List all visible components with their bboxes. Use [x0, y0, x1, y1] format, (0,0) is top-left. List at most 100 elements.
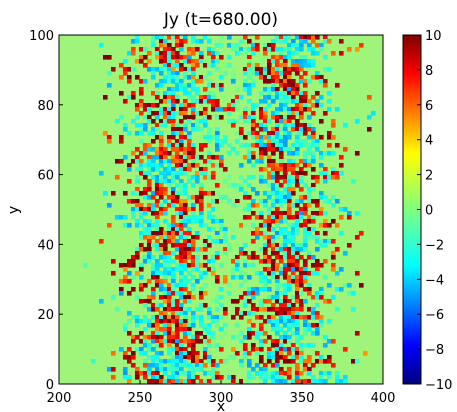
heatmap-cell — [207, 139, 212, 144]
heatmap-cell — [335, 307, 340, 312]
heatmap-cell — [291, 215, 296, 220]
heatmap-cell — [287, 351, 292, 356]
heatmap-cell — [135, 159, 140, 164]
heatmap-cell — [311, 63, 316, 68]
heatmap-cell — [139, 103, 144, 108]
heatmap-cell — [311, 187, 316, 192]
heatmap-cell — [315, 247, 320, 252]
heatmap-cell — [283, 179, 288, 184]
heatmap-cell — [235, 203, 240, 208]
heatmap-cell — [263, 267, 268, 272]
colorbar-tick-label: 6 — [425, 99, 433, 114]
heatmap-cell — [291, 191, 296, 196]
heatmap-cell — [235, 95, 240, 100]
heatmap-cell — [331, 151, 336, 156]
heatmap-cell — [299, 279, 304, 284]
heatmap-cell — [147, 59, 152, 64]
heatmap-cell — [199, 55, 204, 60]
heatmap-cell — [283, 231, 288, 236]
heatmap-cell — [139, 347, 144, 352]
heatmap-cell — [267, 259, 272, 264]
heatmap-cell — [179, 155, 184, 160]
heatmap-cell — [119, 215, 124, 220]
heatmap-cell — [303, 211, 308, 216]
heatmap-cell — [183, 127, 188, 132]
heatmap-cell — [271, 263, 276, 268]
heatmap-cell — [203, 171, 208, 176]
heatmap-cell — [251, 367, 256, 372]
heatmap-cell — [307, 79, 312, 84]
heatmap-cell — [243, 47, 248, 52]
heatmap-cell — [247, 255, 252, 260]
heatmap-cell — [291, 79, 296, 84]
heatmap-cell — [147, 207, 152, 212]
heatmap-cell — [187, 195, 192, 200]
heatmap-cell — [255, 291, 260, 296]
heatmap-cell — [275, 299, 280, 304]
heatmap-cell — [279, 191, 284, 196]
heatmap-cell — [159, 339, 164, 344]
heatmap-cell — [315, 203, 320, 208]
heatmap-cell — [323, 359, 328, 364]
heatmap-cell — [143, 343, 148, 348]
heatmap-cell — [211, 319, 216, 324]
heatmap-cell — [299, 55, 304, 60]
heatmap-cell — [291, 143, 296, 148]
heatmap-cell — [163, 179, 168, 184]
heatmap-cell — [331, 203, 336, 208]
heatmap-cell — [207, 135, 212, 140]
heatmap-cell — [299, 63, 304, 68]
heatmap-cell — [171, 299, 176, 304]
heatmap-cell — [263, 179, 268, 184]
heatmap-cell — [267, 235, 272, 240]
heatmap-cell — [231, 99, 236, 104]
heatmap-cell — [135, 155, 140, 160]
heatmap-cell — [187, 179, 192, 184]
heatmap-cell — [279, 215, 284, 220]
heatmap-cell — [135, 295, 140, 300]
heatmap-cell — [279, 63, 284, 68]
heatmap-cell — [103, 131, 108, 136]
heatmap-cell — [279, 103, 284, 108]
heatmap-cell — [183, 319, 188, 324]
heatmap-cell — [255, 347, 260, 352]
heatmap-cell — [163, 59, 168, 64]
heatmap-cell — [159, 151, 164, 156]
heatmap-cell — [239, 271, 244, 276]
heatmap-cell — [327, 175, 332, 180]
heatmap-cell — [259, 231, 264, 236]
heatmap-cell — [127, 279, 132, 284]
heatmap-cell — [163, 99, 168, 104]
heatmap-cell — [267, 307, 272, 312]
heatmap-cell — [275, 47, 280, 52]
heatmap-cell — [143, 359, 148, 364]
heatmap-cell — [199, 359, 204, 364]
heatmap-cell — [291, 251, 296, 256]
heatmap-cell — [147, 147, 152, 152]
heatmap-cell — [271, 315, 276, 320]
heatmap-cell — [259, 339, 264, 344]
heatmap-cell — [167, 119, 172, 124]
heatmap-cell — [267, 183, 272, 188]
heatmap-cell — [319, 239, 324, 244]
heatmap-cell — [131, 259, 136, 264]
heatmap-cell — [107, 223, 112, 228]
heatmap-cell — [291, 347, 296, 352]
heatmap-cell — [347, 243, 352, 248]
heatmap-cell — [211, 371, 216, 376]
heatmap-cell — [171, 379, 176, 384]
heatmap-cell — [259, 123, 264, 128]
heatmap-cell — [287, 111, 292, 116]
heatmap-cell — [167, 375, 172, 380]
heatmap-cell — [271, 159, 276, 164]
heatmap-cell — [203, 95, 208, 100]
heatmap-cell — [311, 295, 316, 300]
heatmap-cell — [279, 107, 284, 112]
heatmap-cell — [287, 347, 292, 352]
heatmap-cell — [275, 327, 280, 332]
heatmap-cell — [247, 115, 252, 120]
heatmap-cell — [135, 319, 140, 324]
heatmap-cell — [191, 79, 196, 84]
heatmap-cell — [211, 375, 216, 380]
heatmap-cell — [163, 319, 168, 324]
